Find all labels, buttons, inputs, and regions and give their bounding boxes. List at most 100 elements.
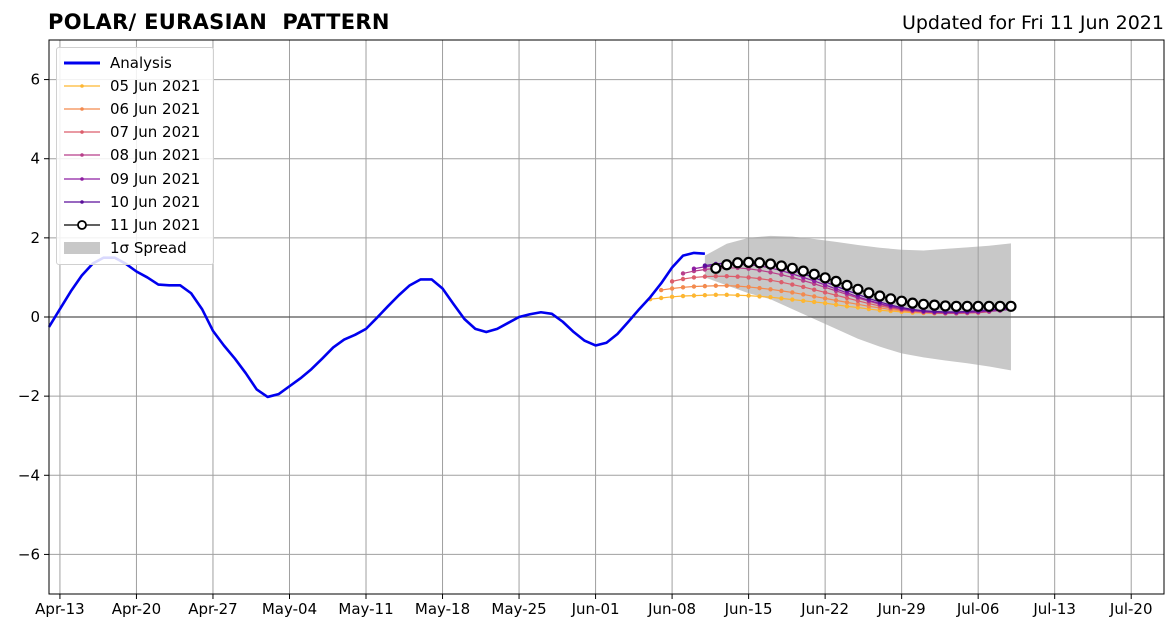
- forecast-point: [983, 300, 995, 312]
- legend-item: 07 Jun 2021: [62, 121, 213, 144]
- forecast-point: [724, 283, 729, 288]
- forecast-point: [702, 263, 708, 268]
- forecast-point: [768, 287, 773, 292]
- forecast-point: [669, 286, 675, 291]
- forecast-point: [874, 290, 886, 302]
- forecast-point: [757, 276, 762, 281]
- forecast-point: [746, 293, 751, 298]
- x-tick-label: Jun-01: [571, 600, 620, 618]
- forecast-point: [797, 265, 809, 277]
- forecast-point: [833, 298, 839, 303]
- forecast-point: [721, 259, 733, 271]
- forecast-point: [906, 297, 919, 309]
- y-tick-label: 2: [30, 229, 40, 247]
- forecast-point: [801, 298, 806, 303]
- legend-swatch: [64, 242, 100, 255]
- forecast-point: [757, 268, 762, 273]
- forecast-point: [786, 262, 798, 274]
- forecast-point: [896, 295, 908, 307]
- legend-item: 08 Jun 2021: [62, 144, 213, 167]
- legend-item: 10 Jun 2021: [62, 190, 213, 213]
- forecast-point: [779, 288, 784, 294]
- forecast-point: [658, 295, 664, 301]
- legend-swatch: [64, 199, 100, 204]
- forecast-point: [855, 302, 861, 307]
- forecast-point: [844, 295, 850, 301]
- legend-swatch: [64, 153, 100, 158]
- forecast-point: [724, 274, 729, 279]
- forecast-point: [801, 284, 806, 290]
- forecast-point: [713, 283, 719, 288]
- forecast-point: [833, 302, 839, 307]
- legend-swatch: [64, 130, 100, 134]
- legend-label: 10 Jun 2021: [110, 192, 201, 211]
- y-tick-label: 0: [30, 308, 40, 326]
- x-tick-label: Apr-20: [112, 600, 162, 618]
- forecast-point: [713, 274, 719, 279]
- forecast-point: [994, 300, 1006, 312]
- forecast-point: [702, 283, 708, 289]
- forecast-point: [830, 275, 842, 287]
- x-tick-label: Jul-20: [1109, 600, 1153, 618]
- forecast-point: [1005, 300, 1017, 312]
- x-tick-label: Apr-27: [188, 600, 238, 618]
- legend-item: 1σ Spread: [62, 237, 213, 260]
- legend: Analysis 05 Jun 2021 06 Jun 2021 07 Jun 202…: [56, 47, 214, 265]
- legend-item: 11 Jun 2021: [62, 213, 213, 236]
- legend-label: 1σ Spread: [110, 239, 187, 258]
- y-tick-label: −4: [18, 466, 40, 484]
- forecast-point: [732, 257, 744, 269]
- forecast-point: [811, 294, 817, 299]
- forecast-point: [735, 274, 740, 279]
- x-tick-label: Jun-22: [800, 600, 849, 618]
- forecast-point: [863, 287, 875, 299]
- forecast-point: [833, 293, 839, 298]
- legend-label: Analysis: [110, 53, 172, 72]
- forecast-point: [811, 287, 817, 292]
- x-tick-label: Jul-13: [1032, 600, 1076, 618]
- forecast-point: [790, 282, 795, 287]
- forecast-point: [844, 304, 850, 309]
- x-tick-label: Apr-13: [35, 600, 85, 618]
- forecast-point: [764, 258, 777, 270]
- x-tick-label: Jun-08: [647, 600, 696, 618]
- forecast-point: [724, 292, 729, 298]
- forecast-point: [841, 279, 853, 291]
- forecast-point: [669, 294, 675, 300]
- forecast-point: [790, 275, 795, 280]
- legend-label: 08 Jun 2021: [110, 146, 201, 165]
- forecast-point: [691, 266, 697, 271]
- legend-item: 06 Jun 2021: [62, 97, 213, 120]
- legend-label: 05 Jun 2021: [110, 76, 201, 95]
- forecast-point: [713, 292, 719, 298]
- forecast-point: [961, 300, 973, 312]
- forecast-point: [885, 293, 897, 305]
- forecast-point: [768, 270, 773, 275]
- y-tick-label: −2: [18, 387, 40, 405]
- forecast-point: [939, 300, 951, 312]
- y-tick-label: −6: [18, 545, 40, 563]
- forecast-point: [710, 262, 722, 274]
- legend-swatch: [64, 83, 100, 88]
- forecast-point: [746, 275, 751, 280]
- legend-item: Analysis: [62, 51, 213, 74]
- forecast-point: [757, 294, 762, 299]
- chart-title: POLAR/ EURASIAN PATTERN: [48, 10, 390, 34]
- forecast-point: [822, 290, 828, 295]
- forecast-point: [768, 295, 773, 300]
- forecast-point: [808, 268, 820, 280]
- legend-label: 11 Jun 2021: [110, 215, 201, 234]
- forecast-point: [743, 256, 755, 268]
- forecast-point: [928, 299, 941, 311]
- x-tick-label: Jun-15: [724, 600, 773, 618]
- forecast-point: [691, 275, 697, 280]
- forecast-point: [950, 300, 962, 312]
- forecast-point: [844, 300, 850, 305]
- forecast-point: [735, 283, 740, 289]
- updated-label: Updated for Fri 11 Jun 2021: [901, 12, 1164, 34]
- legend-item: 05 Jun 2021: [62, 74, 213, 97]
- x-tick-label: May-18: [415, 600, 470, 618]
- forecast-point: [680, 285, 686, 290]
- forecast-point: [917, 298, 930, 310]
- forecast-point: [819, 272, 831, 284]
